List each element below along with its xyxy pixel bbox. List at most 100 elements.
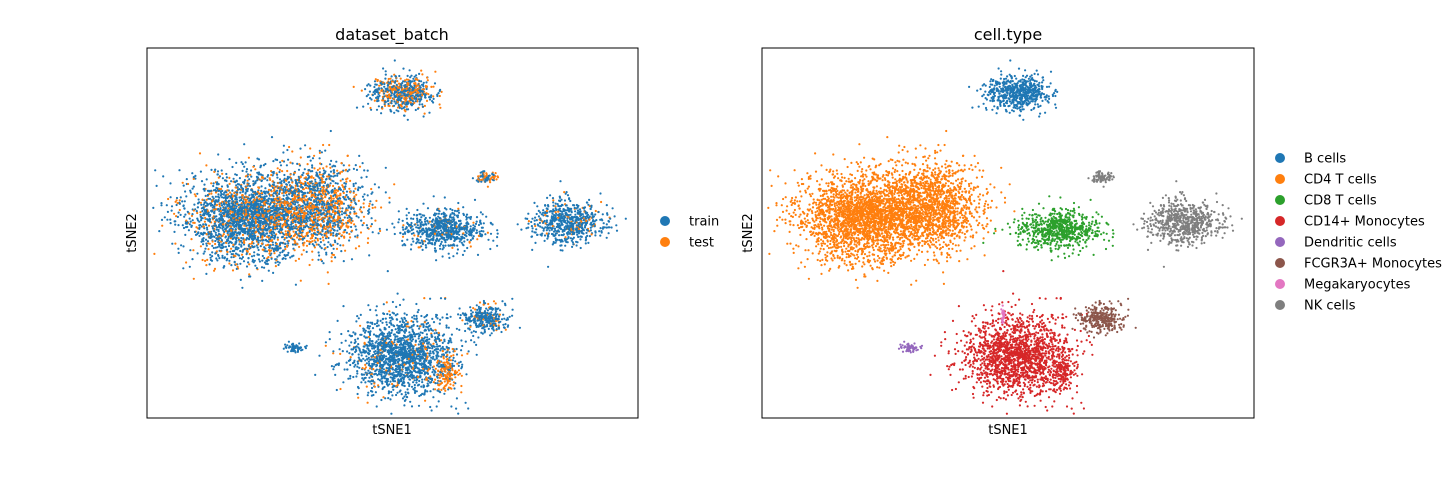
scatter-point xyxy=(416,214,419,217)
scatter-point xyxy=(384,73,387,76)
scatter-point xyxy=(196,192,199,195)
scatter-point xyxy=(451,209,454,212)
scatter-point xyxy=(191,219,194,222)
scatter-point xyxy=(341,219,345,222)
scatter-point xyxy=(162,175,165,178)
scatter-point xyxy=(293,190,296,193)
scatter-point xyxy=(475,220,478,223)
scatter-point xyxy=(264,187,267,190)
scatter-point xyxy=(418,103,421,106)
scatter-point xyxy=(414,108,417,112)
scatter-point xyxy=(360,219,363,222)
scatter-point xyxy=(215,237,218,240)
scatter-point xyxy=(464,234,467,237)
scatter-point xyxy=(449,207,452,211)
scatter-point xyxy=(200,180,204,183)
scatter-point xyxy=(248,184,252,188)
scatter-point xyxy=(415,226,418,229)
scatter-point xyxy=(228,259,231,262)
scatter-point xyxy=(346,177,349,180)
scatter-point xyxy=(284,257,287,260)
scatter-point xyxy=(450,216,453,219)
scatter-point xyxy=(293,194,296,197)
scatter-point xyxy=(278,178,282,181)
scatter-point xyxy=(330,260,333,263)
scatter-point xyxy=(298,245,301,248)
scatter-point xyxy=(161,224,164,227)
scatter-point xyxy=(294,227,297,230)
scatter-point xyxy=(369,84,372,87)
scatter-point xyxy=(184,213,187,216)
scatter-point xyxy=(322,175,325,178)
scatter-point xyxy=(421,242,424,246)
scatter-point xyxy=(384,70,387,73)
scatter-point xyxy=(236,265,239,268)
scatter-point xyxy=(202,223,205,226)
scatter-point xyxy=(399,83,403,86)
scatter-point xyxy=(310,219,313,222)
scatter-point xyxy=(299,147,302,150)
scatter-point xyxy=(425,87,428,91)
scatter-point xyxy=(421,248,424,251)
scatter-point xyxy=(284,245,287,248)
scatter-point xyxy=(308,155,311,158)
scatter-point xyxy=(296,183,299,186)
scatter-point xyxy=(275,202,278,205)
scatter-point xyxy=(265,250,269,253)
scatter-point xyxy=(236,191,239,194)
scatter-point xyxy=(317,209,321,212)
scatter-point xyxy=(442,244,445,247)
scatter-point xyxy=(473,225,477,228)
scatter-point xyxy=(282,144,285,147)
scatter-point xyxy=(247,257,250,260)
scatter-point xyxy=(287,207,290,210)
scatter-point xyxy=(271,234,274,237)
scatter-point xyxy=(173,230,176,233)
scatter-point xyxy=(250,231,253,234)
scatter-point xyxy=(325,184,328,187)
scatter-point xyxy=(231,222,234,225)
scatter-point xyxy=(233,225,236,228)
scatter-point xyxy=(234,173,237,176)
scatter-point xyxy=(410,74,413,77)
scatter-point xyxy=(353,223,356,226)
scatter-point xyxy=(390,99,393,102)
scatter-point xyxy=(418,79,421,83)
scatter-point xyxy=(410,229,413,232)
scatter-point xyxy=(205,178,208,181)
scatter-point xyxy=(375,199,378,202)
scatter-point xyxy=(217,153,220,156)
scatter-point xyxy=(241,250,244,253)
scatter-point xyxy=(220,185,224,188)
scatter-point xyxy=(256,216,259,219)
scatter-point xyxy=(486,231,489,234)
scatter-point xyxy=(231,249,234,253)
scatter-point xyxy=(424,220,427,223)
scatter-point xyxy=(319,237,322,240)
scatter-point xyxy=(268,246,271,249)
scatter-point xyxy=(324,178,328,181)
scatter-point xyxy=(213,212,216,215)
scatter-point xyxy=(260,173,263,176)
scatter-point xyxy=(405,214,408,217)
scatter-point xyxy=(318,151,321,154)
scatter-point xyxy=(189,249,192,252)
scatter-point xyxy=(279,164,283,167)
scatter-point xyxy=(203,227,206,230)
scatter-point xyxy=(424,96,427,99)
scatter-point xyxy=(329,170,333,173)
scatter-point xyxy=(261,215,264,218)
scatter-point xyxy=(297,168,301,171)
scatter-point xyxy=(322,239,325,242)
scatter-point xyxy=(230,202,233,205)
scatter-point xyxy=(253,226,256,229)
scatter-point xyxy=(242,260,246,263)
scatter-point xyxy=(227,207,230,210)
scatter-point xyxy=(275,242,278,246)
scatter-point xyxy=(205,233,208,236)
scatter-point xyxy=(313,199,316,202)
scatter-point xyxy=(200,207,203,210)
scatter-point xyxy=(283,216,286,219)
scatter-point xyxy=(338,237,341,240)
scatter-point xyxy=(361,185,364,188)
